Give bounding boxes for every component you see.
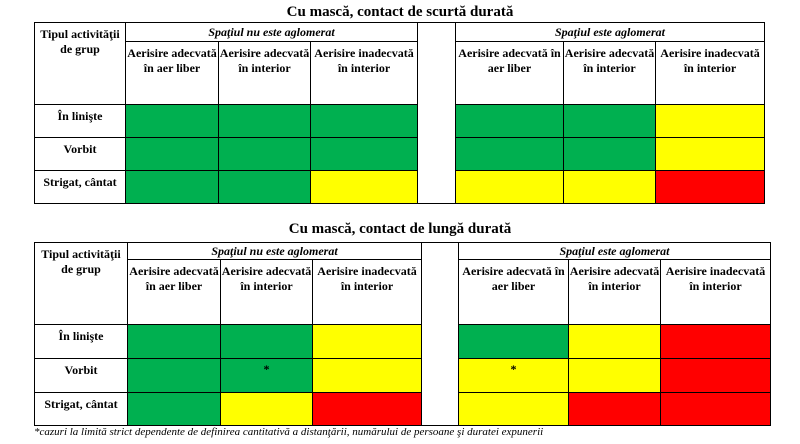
column-header: Aerisire adecvată în aer liber <box>455 41 564 105</box>
risk-cell-green <box>455 137 564 171</box>
table-title-short-contact: Cu mască, contact de scurtă durată <box>286 4 514 20</box>
row-label: În linişte <box>34 324 128 359</box>
row-label: Vorbit <box>34 358 128 393</box>
row-label: Strigat, cântat <box>34 170 126 204</box>
risk-cell-yellow <box>568 358 661 393</box>
row-header: Tipul activităţii de grup <box>34 242 128 325</box>
column-header: Aerisire inadecvată în interior <box>660 259 771 325</box>
risk-cell-yellow <box>563 170 656 204</box>
risk-cell-red <box>660 324 771 359</box>
risk-cell-yellow: * <box>458 358 569 393</box>
column-header: Aerisire inadecvată în interior <box>312 259 422 325</box>
risk-cell-green <box>563 104 656 138</box>
risk-cell-green <box>220 324 313 359</box>
risk-cell-green <box>125 137 219 171</box>
group-header-crowded: Spaţiul este aglomerat <box>458 242 771 260</box>
risk-cell-green <box>125 170 219 204</box>
borderline-mark: * <box>263 362 270 376</box>
risk-cell-red <box>568 392 661 426</box>
column-header: Aerisire adecvată în interior <box>218 41 311 105</box>
column-header: Aerisire inadecvată în interior <box>655 41 765 105</box>
column-header: Aerisire adecvată în aer liber <box>127 259 221 325</box>
column-header: Aerisire adecvată în aer liber <box>458 259 569 325</box>
row-label: În linişte <box>34 104 126 138</box>
row-label: Vorbit <box>34 137 126 171</box>
risk-cell-yellow <box>455 170 564 204</box>
risk-cell-green <box>455 104 564 138</box>
risk-cell-green <box>310 104 418 138</box>
footnote: *cazuri la limită strict dependente de d… <box>34 426 544 438</box>
risk-cell-red <box>660 392 771 426</box>
risk-cell-green <box>127 358 221 393</box>
risk-cell-red <box>312 392 422 426</box>
column-header: Aerisire adecvată în aer liber <box>125 41 219 105</box>
risk-cell-green <box>127 324 221 359</box>
risk-cell-green <box>218 137 311 171</box>
risk-cell-green <box>458 324 569 359</box>
risk-cell-green <box>310 137 418 171</box>
borderline-mark: * <box>510 362 517 376</box>
column-header: Aerisire adecvată în interior <box>220 259 313 325</box>
risk-cell-green <box>218 170 311 204</box>
risk-cell-green: * <box>220 358 313 393</box>
spacer-column <box>417 22 456 204</box>
group-header-not-crowded: Spaţiul nu este aglomerat <box>125 22 418 42</box>
column-header: Aerisire adecvată în interior <box>568 259 661 325</box>
row-label: Strigat, cântat <box>34 392 128 426</box>
risk-cell-yellow <box>220 392 313 426</box>
risk-cell-green <box>125 104 219 138</box>
risk-cell-yellow <box>655 104 765 138</box>
risk-cell-red <box>660 358 771 393</box>
risk-cell-yellow <box>568 324 661 359</box>
risk-cell-green <box>563 137 656 171</box>
risk-cell-yellow <box>312 358 422 393</box>
spacer-column <box>421 242 459 426</box>
group-header-not-crowded: Spaţiul nu este aglomerat <box>127 242 422 260</box>
risk-cell-green <box>218 104 311 138</box>
group-header-crowded: Spaţiul este aglomerat <box>455 22 765 42</box>
column-header: Aerisire inadecvată în interior <box>310 41 418 105</box>
row-header: Tipul activităţii de grup <box>34 22 126 105</box>
risk-cell-yellow <box>655 137 765 171</box>
column-header: Aerisire adecvată în interior <box>563 41 656 105</box>
risk-cell-yellow <box>310 170 418 204</box>
risk-cell-red <box>655 170 765 204</box>
risk-cell-green <box>127 392 221 426</box>
risk-cell-yellow <box>458 392 569 426</box>
table-title-long-contact: Cu mască, contact de lungă durată <box>288 221 512 237</box>
risk-cell-yellow <box>312 324 422 359</box>
